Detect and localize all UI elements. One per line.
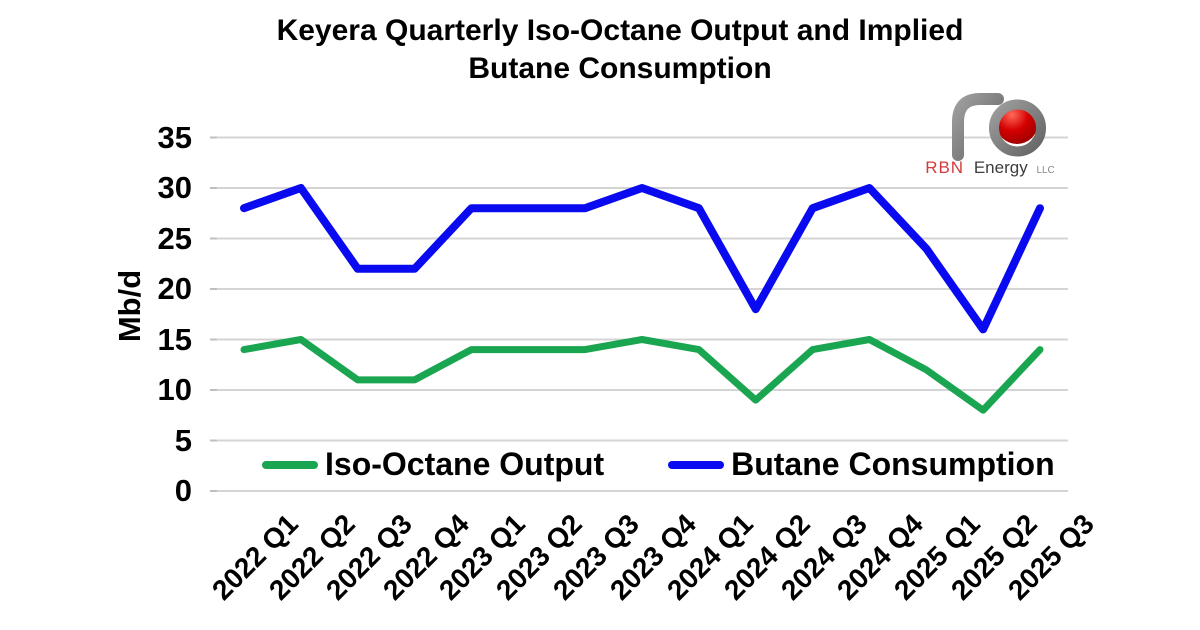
iso-octane-legend-label: Iso-Octane Output xyxy=(325,446,605,482)
legend-item-butane: Butane Consumption xyxy=(668,446,1055,483)
chart-title: Keyera Quarterly Iso-Octane Output and I… xyxy=(60,12,1180,88)
y-axis-tick-label: 0 xyxy=(174,473,192,508)
y-axis-tick-label: 25 xyxy=(157,220,192,256)
y-axis-tick-label: 20 xyxy=(157,271,192,306)
legend-item-iso-octane: Iso-Octane Output xyxy=(262,446,604,483)
chart-title-line1: Keyera Quarterly Iso-Octane Output and I… xyxy=(276,14,964,47)
legend: Iso-Octane Output Butane Consumption xyxy=(262,446,1055,483)
logo-letter-b-loop xyxy=(989,99,1046,157)
y-axis-tick-label: 5 xyxy=(174,422,192,458)
iso-octane-legend-swatch xyxy=(262,460,318,469)
y-axis-tick-label: 30 xyxy=(157,170,192,205)
y-axis-tick-label: 35 xyxy=(157,119,192,155)
rbn-energy-logo: RBN Energy LLC xyxy=(925,57,1055,177)
chart-title-line2: Butane Consumption xyxy=(468,52,772,85)
logo-letter-r xyxy=(952,93,1004,161)
logo-wordmark: RBN Energy LLC xyxy=(925,158,1055,177)
iso-octane-output-line xyxy=(240,336,1044,414)
logo-text-energy: Energy xyxy=(974,158,1028,177)
butane-consumption-line xyxy=(240,184,1044,334)
y-axis-tick-label: 10 xyxy=(157,372,192,407)
logo-text-rbn: RBN xyxy=(925,158,964,177)
butane-legend-swatch xyxy=(668,460,725,469)
butane-legend-label: Butane Consumption xyxy=(731,446,1055,482)
logo-text-llc: LLC xyxy=(1036,165,1054,176)
y-axis-tick-label: 15 xyxy=(157,321,192,357)
